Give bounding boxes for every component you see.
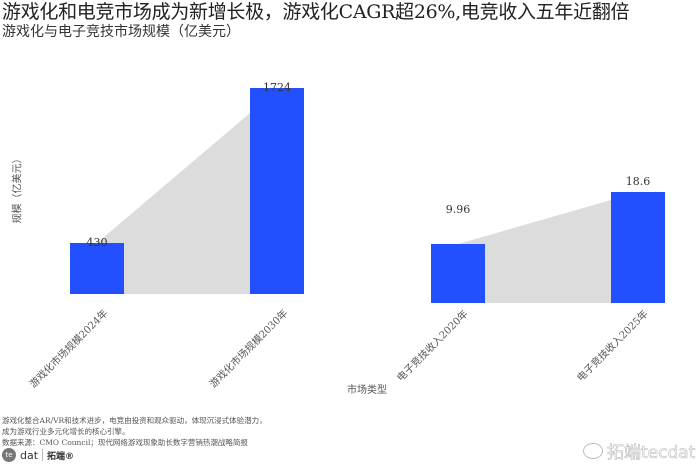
tecdat-logo: te dat 拓端® <box>2 448 74 462</box>
footnote-line-1: 游戏化整合AR/VR和技术进步，电竞由投资和观众驱动，体现沉浸式体验潜力， <box>2 416 267 425</box>
weibo-icon <box>583 442 603 459</box>
bar-gamification-2030 <box>250 88 304 294</box>
logo-text: dat <box>20 448 39 462</box>
connector-area-esports <box>458 200 611 303</box>
data-label-430: 430 <box>87 236 108 249</box>
watermark: 拓端tecdat <box>583 438 696 464</box>
logo-divider <box>42 449 44 461</box>
data-label-9.96: 9.96 <box>446 203 471 216</box>
data-label-1724: 1724 <box>263 81 291 94</box>
chart-title: 游戏化和电竞市场成为新增长极，游戏化CAGR超26%,电竞收入五年近翻倍 <box>2 1 630 23</box>
logo-chinese: 拓端® <box>47 451 75 462</box>
footnote-line-2: 成为游戏行业多元化增长的核心引擎。 <box>2 427 130 436</box>
chart-subtitle: 游戏化与电子竞技市场规模（亿美元） <box>2 24 240 40</box>
connector-area-gamification <box>97 113 250 294</box>
footnote-line-3: 数据来源：CMO Council；现代网络游戏现象助长数字营销热潮战略简报 <box>2 438 248 447</box>
bar-esports-2020 <box>431 244 485 303</box>
data-label-18.6: 18.6 <box>626 175 651 188</box>
x-axis-label: 市场类型 <box>347 385 387 396</box>
logo-mark-icon: te <box>2 448 16 462</box>
watermark-text: 拓端tecdat <box>607 443 696 464</box>
bar-esports-2025 <box>611 192 665 303</box>
bar-gamification-2024 <box>70 243 124 294</box>
